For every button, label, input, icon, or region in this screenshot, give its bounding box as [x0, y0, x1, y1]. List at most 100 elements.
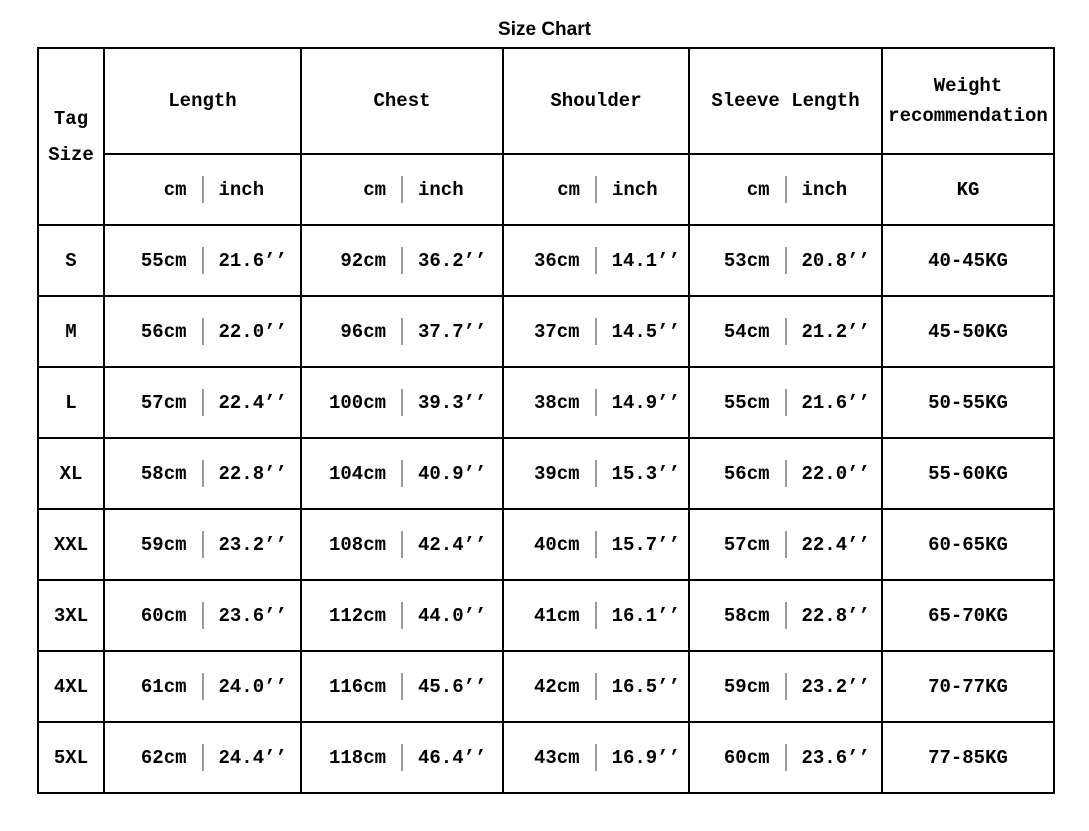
inch-value: 16.9’’	[611, 746, 680, 769]
inch-label: inch	[218, 178, 265, 201]
column-header-length: Length	[103, 47, 302, 155]
inch-value: 21.6’’	[801, 391, 870, 414]
size-chart-table: Tag Size Length Chest Shoulder Sleeve Le…	[37, 47, 1055, 794]
inch-value: 24.4’’	[218, 746, 287, 769]
separator	[401, 389, 403, 416]
inch-value: 15.3’’	[611, 462, 680, 485]
size-cell: S	[37, 224, 105, 297]
inch-value: 22.4’’	[218, 391, 287, 414]
cm-label: cm	[557, 178, 580, 201]
cm-value: 57cm	[140, 391, 187, 414]
cm-value: 39cm	[533, 462, 580, 485]
inch-value: 44.0’’	[418, 604, 487, 627]
inch-value: 24.0’’	[218, 675, 287, 698]
separator	[201, 176, 204, 203]
sleeve-cell: 58cm 22.8’’	[688, 579, 883, 652]
cm-value: 40cm	[533, 533, 580, 556]
inch-value: 42.4’’	[418, 533, 487, 556]
inch-value: 23.2’’	[801, 675, 870, 698]
sleeve-cell: 59cm 23.2’’	[688, 650, 883, 723]
table-row: XXL 59cm 23.2’’ 108cm 42.4’’ 40cm 15.7’’ 57cm 22…	[37, 508, 1055, 581]
chest-cell: 96cm 37.7’’	[300, 295, 504, 368]
separator	[401, 247, 403, 274]
inch-value: 14.1’’	[611, 249, 680, 272]
cm-value: 92cm	[340, 249, 386, 272]
column-header-sleeve-length: Sleeve Length	[688, 47, 883, 155]
size-cell: XXL	[37, 508, 105, 581]
cm-value: 42cm	[533, 675, 580, 698]
inch-value: 39.3’’	[418, 391, 487, 414]
chest-cell: 100cm 39.3’’	[300, 366, 504, 439]
length-cell: 59cm 23.2’’	[103, 508, 302, 581]
sleeve-cell: 57cm 22.4’’	[688, 508, 883, 581]
chest-cell: 112cm 44.0’’	[300, 579, 504, 652]
shoulder-cell: 38cm 14.9’’	[502, 366, 690, 439]
weight-header-line2: recommendation	[888, 105, 1048, 127]
page-title: Size Chart	[498, 19, 591, 40]
size-cell: L	[37, 366, 105, 439]
cm-value: 37cm	[533, 320, 580, 343]
separator	[594, 531, 597, 558]
separator	[784, 318, 787, 345]
sleeve-cell: 55cm 21.6’’	[688, 366, 883, 439]
sleeve-cell: 60cm 23.6’’	[688, 721, 883, 794]
cm-value: 116cm	[328, 675, 386, 698]
inch-value: 21.2’’	[801, 320, 870, 343]
separator	[401, 602, 403, 629]
length-cell: 57cm 22.4’’	[103, 366, 302, 439]
shoulder-cell: 36cm 14.1’’	[502, 224, 690, 297]
subheader-chest: cm inch	[300, 153, 504, 226]
separator	[784, 673, 787, 700]
weight-cell: 40-45KG	[881, 224, 1055, 297]
cm-value: 55cm	[140, 249, 187, 272]
separator	[201, 673, 204, 700]
separator	[201, 531, 204, 558]
tag-size-header: Tag Size	[37, 47, 105, 226]
separator	[201, 744, 204, 771]
inch-value: 14.5’’	[611, 320, 680, 343]
inch-value: 16.5’’	[611, 675, 680, 698]
cm-value: 57cm	[723, 533, 770, 556]
cm-value: 118cm	[328, 746, 386, 769]
separator	[784, 744, 787, 771]
subheader-weight-kg: KG	[881, 153, 1055, 226]
length-cell: 55cm 21.6’’	[103, 224, 302, 297]
separator	[201, 389, 204, 416]
inch-value: 36.2’’	[418, 249, 487, 272]
cm-value: 58cm	[140, 462, 187, 485]
separator	[594, 460, 597, 487]
shoulder-cell: 39cm 15.3’’	[502, 437, 690, 510]
tag-size-line1: Tag	[53, 107, 89, 130]
separator	[594, 389, 597, 416]
separator	[401, 673, 403, 700]
separator	[401, 176, 403, 203]
inch-label: inch	[612, 178, 658, 201]
table-body: S 55cm 21.6’’ 92cm 36.2’’ 36cm 14.1’’ 53cm 20.8’…	[37, 224, 1055, 794]
length-cell: 58cm 22.8’’	[103, 437, 302, 510]
cm-label: cm	[163, 178, 187, 201]
size-cell: 4XL	[37, 650, 105, 723]
separator	[784, 176, 787, 203]
separator	[784, 389, 787, 416]
column-header-weight: Weight recommendation	[881, 47, 1055, 155]
inch-value: 20.8’’	[801, 249, 870, 272]
sleeve-cell: 56cm 22.0’’	[688, 437, 883, 510]
cm-value: 108cm	[328, 533, 386, 556]
table-row: S 55cm 21.6’’ 92cm 36.2’’ 36cm 14.1’’ 53cm 20.8’…	[37, 224, 1055, 297]
shoulder-cell: 40cm 15.7’’	[502, 508, 690, 581]
cm-value: 96cm	[340, 320, 386, 343]
separator	[784, 460, 787, 487]
subheader-length: cm inch	[103, 153, 302, 226]
length-cell: 60cm 23.6’’	[103, 579, 302, 652]
cm-value: 61cm	[140, 675, 187, 698]
inch-value: 23.6’’	[218, 604, 287, 627]
weight-cell: 45-50KG	[881, 295, 1055, 368]
inch-value: 22.0’’	[801, 462, 870, 485]
cm-value: 104cm	[328, 462, 386, 485]
weight-cell: 77-85KG	[881, 721, 1055, 794]
table-row: L 57cm 22.4’’ 100cm 39.3’’ 38cm 14.9’’ 55cm 21.6…	[37, 366, 1055, 439]
separator	[594, 673, 597, 700]
sleeve-cell: 53cm 20.8’’	[688, 224, 883, 297]
cm-label: cm	[363, 178, 386, 201]
separator	[594, 744, 597, 771]
